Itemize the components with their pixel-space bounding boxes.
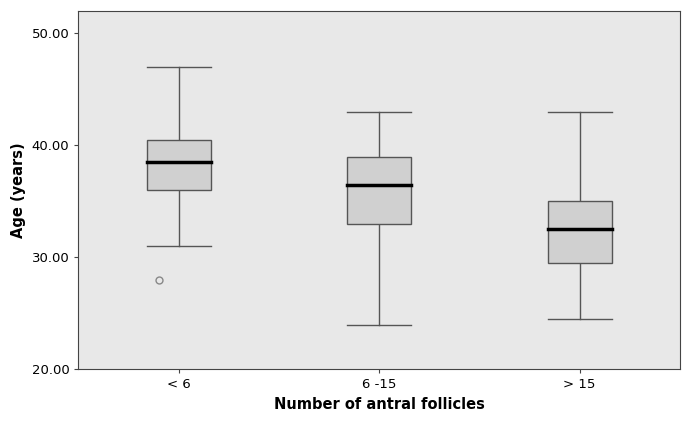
FancyBboxPatch shape bbox=[146, 140, 211, 190]
X-axis label: Number of antral follicles: Number of antral follicles bbox=[274, 397, 484, 412]
FancyBboxPatch shape bbox=[547, 201, 612, 263]
FancyBboxPatch shape bbox=[347, 157, 411, 224]
Y-axis label: Age (years): Age (years) bbox=[11, 143, 26, 238]
